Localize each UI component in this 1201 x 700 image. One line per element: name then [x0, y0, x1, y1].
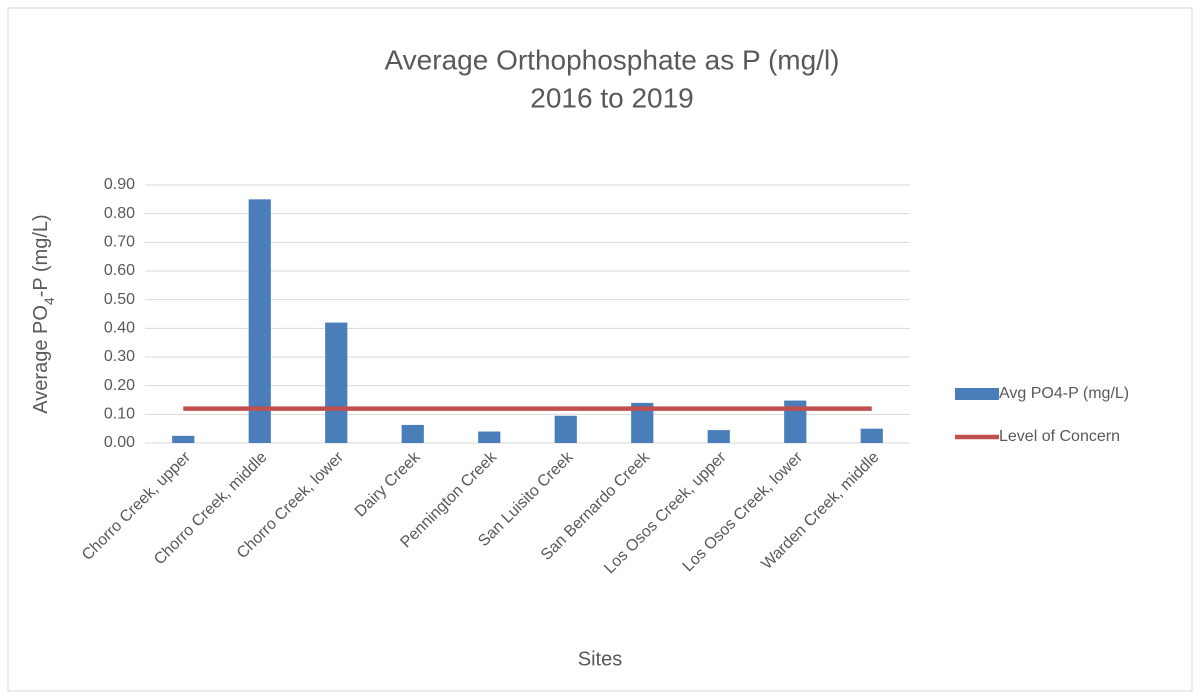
- bar: [784, 400, 807, 443]
- y-tick-label: 0.90: [104, 176, 135, 193]
- bar: [478, 431, 501, 443]
- y-tick-label: 0.10: [104, 406, 135, 423]
- chart-title: Average Orthophosphate as P (mg/l): [385, 44, 840, 75]
- bar: [325, 322, 348, 443]
- legend-label: Level of Concern: [999, 428, 1120, 445]
- y-axis-title: Average PO4-P (mg/L): [30, 214, 56, 413]
- y-tick-label: 0.70: [104, 234, 135, 251]
- y-tick-label: 0.60: [104, 262, 135, 279]
- y-tick-label: 0.30: [104, 348, 135, 365]
- bar: [707, 430, 730, 443]
- legend-label: Avg PO4-P (mg/L): [999, 385, 1129, 402]
- y-tick-label: 0.20: [104, 377, 135, 394]
- bar: [860, 428, 883, 443]
- chart-subtitle: 2016 to 2019: [530, 82, 694, 113]
- chart-border: [7, 7, 1193, 692]
- y-tick-label: 0.00: [104, 434, 135, 451]
- y-tick-label: 0.80: [104, 205, 135, 222]
- bar: [554, 415, 577, 443]
- legend-swatch: [955, 388, 999, 400]
- y-tick-label: 0.40: [104, 320, 135, 337]
- bar: [401, 424, 424, 443]
- bar: [631, 402, 654, 443]
- y-tick-label: 0.50: [104, 291, 135, 308]
- x-axis-title: Sites: [578, 648, 622, 670]
- bar: [172, 435, 195, 443]
- bar: [248, 199, 271, 443]
